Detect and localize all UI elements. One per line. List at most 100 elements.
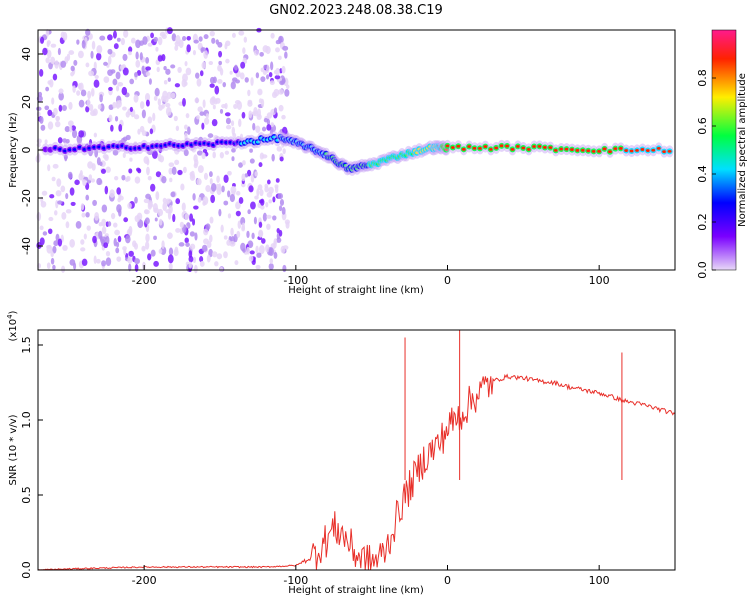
spectrogram-noise-speck bbox=[256, 188, 260, 197]
spectrogram-noise-speck bbox=[211, 37, 216, 44]
spectrogram-noise-speck bbox=[281, 65, 286, 74]
spectrogram-noise-speck bbox=[261, 126, 267, 132]
spectrogram-noise-speck bbox=[273, 240, 277, 249]
spectrogram-noise-speck bbox=[266, 118, 271, 126]
spectrogram-noise-speck bbox=[51, 176, 56, 182]
spectrogram-noise-speck bbox=[171, 166, 177, 176]
spectrogram-noise-speck bbox=[261, 154, 268, 159]
spectrogram-noise-speck bbox=[276, 237, 282, 243]
spectrogram-noise-speck bbox=[69, 259, 76, 266]
spectrogram-noise-speck bbox=[193, 39, 199, 44]
spectrogram-noise-speck bbox=[46, 49, 52, 59]
spectrogram-noise-speck bbox=[224, 43, 228, 50]
spectrogram-noise-speck bbox=[147, 253, 152, 261]
spectrogram-noise-speck bbox=[231, 32, 236, 38]
spectrogram-noise-speck bbox=[48, 62, 53, 70]
spectrogram-noise-speck bbox=[47, 228, 53, 235]
spectrogram-noise-speck bbox=[159, 31, 166, 37]
spectrogram-noise-speck bbox=[99, 35, 106, 41]
spectrogram-noise-speck bbox=[201, 122, 205, 130]
spectrogram-noise-speck bbox=[86, 98, 91, 108]
chart-title: GN02.2023.248.08.38.C19 bbox=[269, 3, 443, 18]
spectrogram-noise-speck bbox=[150, 32, 154, 39]
spectrogram-noise-speck bbox=[217, 41, 223, 48]
spectrogram-noise-speck bbox=[116, 37, 121, 42]
colorbar-label: Normalized spectral amplitude bbox=[737, 73, 748, 227]
spectrogram-noise-speck bbox=[48, 216, 54, 222]
spectrogram-noise-speck bbox=[55, 115, 61, 122]
spectrogram-noise-speck bbox=[217, 79, 223, 84]
spectrogram-noise-speck bbox=[205, 223, 211, 230]
spectrogram-noise-speck bbox=[175, 35, 181, 45]
spectrogram-noise-speck bbox=[163, 79, 168, 85]
spectrogram-noise-speck bbox=[47, 109, 53, 117]
spectrogram-noise-speck bbox=[110, 212, 116, 220]
spectrogram-noise-speck bbox=[69, 187, 75, 196]
spectrogram-noise-speck bbox=[108, 86, 113, 91]
spectrogram-noise-speck bbox=[232, 132, 237, 139]
spectrogram-noise-speck bbox=[268, 263, 274, 270]
spectrogram-noise-speck bbox=[70, 201, 76, 207]
spectrogram-ridge-core bbox=[575, 149, 580, 152]
spectrogram-noise-speck bbox=[225, 124, 232, 130]
spectrogram-x-tick-label: 100 bbox=[589, 274, 610, 287]
spectrogram-noise-speck bbox=[162, 202, 167, 212]
spectrogram-noise-speck bbox=[133, 94, 139, 103]
spectrogram-noise-speck bbox=[246, 246, 250, 255]
spectrogram-noise-speck bbox=[103, 61, 108, 66]
spectrogram-noise-speck bbox=[173, 248, 179, 257]
spectrogram-noise-speck bbox=[65, 209, 72, 214]
spectrogram-ridge-core bbox=[483, 145, 488, 148]
spectrogram-noise-speck bbox=[193, 264, 198, 274]
spectrogram-noise-speck bbox=[134, 215, 141, 223]
spectrogram-noise-speck bbox=[281, 114, 286, 120]
spectrogram-noise-speck bbox=[235, 79, 241, 84]
spectrogram-noise-speck bbox=[270, 122, 275, 128]
spectrogram-noise-speck bbox=[112, 78, 118, 86]
spectrogram-noise-speck bbox=[141, 65, 145, 75]
spectrogram-noise-speck bbox=[284, 51, 288, 59]
snr-y-tick-label: 0.5 bbox=[20, 486, 33, 504]
spectrogram-ridge-core bbox=[662, 150, 667, 154]
spectrogram-noise-speck bbox=[45, 28, 50, 37]
spectrogram-noise-speck bbox=[270, 32, 275, 39]
spectrogram-noise-speck bbox=[192, 50, 197, 56]
spectrogram-noise-speck bbox=[50, 251, 54, 258]
spectrogram-ridge-core bbox=[456, 144, 461, 148]
spectrogram-noise-speck bbox=[85, 106, 90, 113]
spectrogram-noise-speck bbox=[260, 204, 265, 210]
spectrogram-noise-speck bbox=[225, 58, 230, 64]
spectrogram-ridge-core bbox=[591, 150, 596, 153]
spectrogram-noise-speck bbox=[279, 80, 285, 86]
spectrogram-noise-speck bbox=[189, 243, 196, 250]
spectrogram-noise-speck bbox=[273, 251, 278, 259]
spectrogram-noise-speck bbox=[227, 213, 232, 219]
spectrogram-noise-speck bbox=[60, 60, 67, 68]
spectrogram-ridge-core bbox=[608, 150, 612, 154]
spectrogram-noise-speck bbox=[134, 196, 138, 204]
spectrogram-noise-speck bbox=[165, 106, 172, 116]
spectrogram-noise-speck bbox=[166, 27, 173, 35]
spectrogram-noise-speck bbox=[175, 227, 181, 233]
spectrogram-noise-speck bbox=[275, 47, 280, 53]
spectrogram-noise-speck bbox=[55, 190, 62, 197]
spectrogram-noise-speck bbox=[144, 217, 150, 225]
spectrogram-noise-speck bbox=[77, 50, 84, 59]
spectrogram-noise-speck bbox=[78, 99, 85, 108]
spectrogram-noise-speck bbox=[282, 45, 289, 51]
spectrogram-noise-speck bbox=[179, 221, 184, 228]
spectrogram-noise-speck bbox=[100, 168, 106, 174]
spectrogram-noise-speck bbox=[274, 186, 279, 194]
spectrogram-ridge-core bbox=[72, 148, 77, 151]
spectrogram-noise-speck bbox=[235, 210, 241, 217]
spectrogram-noise-speck bbox=[133, 114, 140, 120]
snr-x-tick-label: 100 bbox=[589, 574, 610, 587]
spectrogram-noise-speck bbox=[181, 36, 187, 41]
snr-background bbox=[38, 330, 675, 570]
spectrogram-noise-speck bbox=[266, 74, 270, 80]
spectrogram-noise-speck bbox=[267, 179, 271, 185]
spectrogram-noise-speck bbox=[78, 130, 85, 138]
spectrogram-noise-speck bbox=[284, 88, 290, 97]
spectrogram-noise-speck bbox=[256, 252, 262, 258]
spectrogram-noise-speck bbox=[36, 111, 41, 117]
